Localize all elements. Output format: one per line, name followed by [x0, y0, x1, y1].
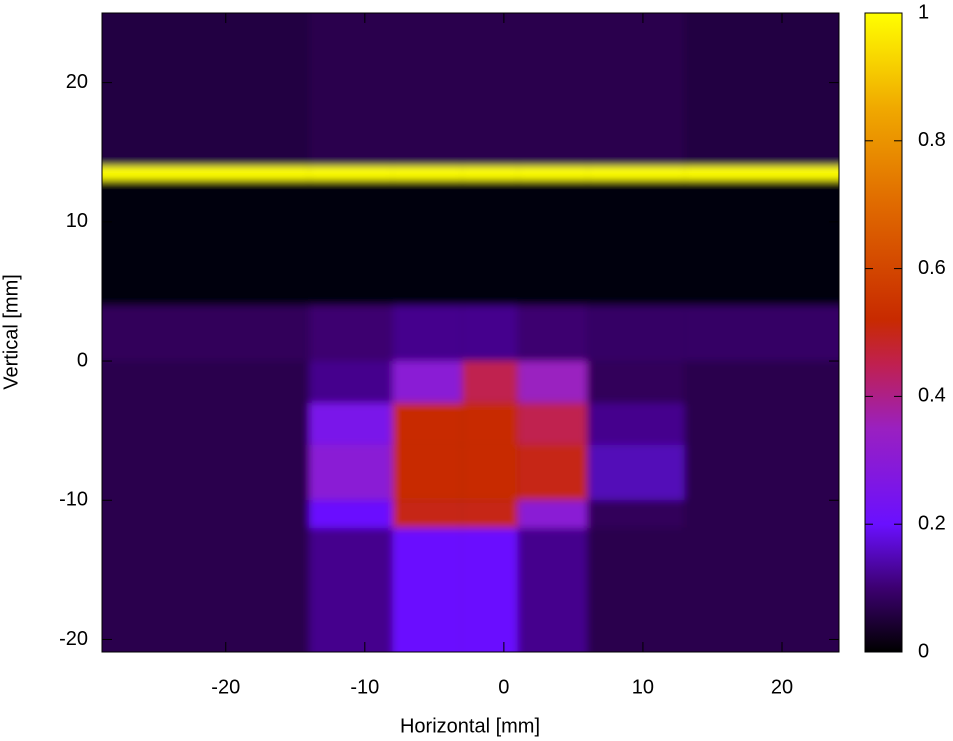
heatmap-cell — [517, 13, 588, 167]
heatmap-cell — [392, 402, 463, 445]
heatmap-cell — [587, 528, 685, 652]
heatmap-cell — [517, 180, 588, 306]
x-axis-label: Horizontal [mm] — [400, 715, 540, 737]
heatmap-cell — [587, 166, 685, 181]
heatmap-cell — [587, 500, 685, 529]
heatmap-cell — [309, 13, 393, 167]
colorbar-tick-label: 0.8 — [918, 129, 946, 151]
heatmap-cell — [102, 13, 310, 167]
heatmap-cell — [462, 361, 518, 403]
heatmap-cell — [392, 166, 463, 181]
heatmap-cells — [102, 13, 839, 652]
x-tick-label: 0 — [498, 676, 509, 698]
colorbar-tick-label: 1 — [918, 1, 929, 23]
heatmap-cell — [587, 305, 685, 362]
heatmap-cell — [102, 444, 310, 501]
heatmap-cell — [309, 361, 393, 403]
y-tick-label: 10 — [66, 210, 88, 232]
heatmap-cell — [102, 180, 310, 306]
heatmap-cell — [517, 402, 588, 445]
heatmap-cell — [309, 166, 393, 181]
heatmap-cell — [309, 180, 393, 306]
heatmap-cell — [462, 13, 518, 167]
x-tick-label: 10 — [632, 676, 654, 698]
heatmap-cell — [587, 361, 685, 403]
heatmap-cell — [392, 180, 463, 306]
heatmap-cell — [462, 528, 518, 652]
heatmap-cell — [517, 444, 588, 501]
heatmap-cell — [517, 361, 588, 403]
y-tick-label: -20 — [59, 628, 88, 650]
heatmap-cell — [392, 500, 463, 529]
heatmap-cell — [684, 13, 839, 167]
heatmap-cell — [684, 528, 839, 652]
heatmap-cell — [517, 305, 588, 362]
heatmap-cell — [462, 402, 518, 445]
heatmap-cell — [462, 444, 518, 501]
y-axis-label: Vertical [mm] — [0, 274, 22, 390]
colorbar — [864, 12, 903, 653]
axes: -20 -10 0 10 20 -20 -10 0 10 20 0 0.2 0.4 0.6 0.8 1 — [59, 1, 946, 698]
heatmap-cell — [392, 361, 463, 403]
colorbar-tick-label: 0.4 — [918, 385, 946, 407]
heatmap-cell — [587, 13, 685, 167]
y-tick-label: -10 — [59, 489, 88, 511]
heatmap-cell — [587, 402, 685, 445]
y-tick-label: 20 — [66, 71, 88, 93]
x-tick-label: -10 — [350, 676, 379, 698]
heatmap-cell — [517, 166, 588, 181]
heatmap — [102, 13, 839, 652]
heatmap-cell — [684, 361, 839, 403]
heatmap-cell — [517, 528, 588, 652]
heatmap-cell — [392, 444, 463, 501]
heatmap-cell — [684, 444, 839, 501]
heatmap-cell — [517, 500, 588, 529]
heatmap-cell — [392, 528, 463, 652]
heatmap-cell — [309, 500, 393, 529]
heatmap-cell — [309, 444, 393, 501]
heatmap-cell — [102, 361, 310, 403]
heatmap-cell — [392, 13, 463, 167]
heatmap-cell — [309, 402, 393, 445]
heatmap-cell — [309, 528, 393, 652]
plot-frame — [101, 12, 840, 653]
heatmap-cell — [684, 305, 839, 362]
colorbar-tick-label: 0 — [918, 640, 929, 662]
x-tick-label: 20 — [771, 676, 793, 698]
heatmap-cell — [587, 444, 685, 501]
heatmap-cell — [102, 305, 310, 362]
heatmap-cell — [587, 180, 685, 306]
colorbar-tick-label: 0.2 — [918, 512, 946, 534]
heatmap-cell — [462, 500, 518, 529]
heatmap-cell — [684, 402, 839, 445]
heatmap-cell — [309, 305, 393, 362]
colorbar-tick-label: 0.6 — [918, 257, 946, 279]
heatmap-cell — [102, 166, 310, 181]
heatmap-cell — [462, 180, 518, 306]
y-tick-label: 0 — [77, 349, 88, 371]
heatmap-cell — [462, 166, 518, 181]
heatmap-cell — [102, 528, 310, 652]
heatmap-cell — [102, 500, 310, 529]
x-tick-label: -20 — [211, 676, 240, 698]
heatmap-cell — [102, 402, 310, 445]
heatmap-cell — [684, 500, 839, 529]
heatmap-cell — [462, 305, 518, 362]
heatmap-cell — [392, 305, 463, 362]
heatmap-cell — [684, 166, 839, 181]
heatmap-cell — [684, 180, 839, 306]
